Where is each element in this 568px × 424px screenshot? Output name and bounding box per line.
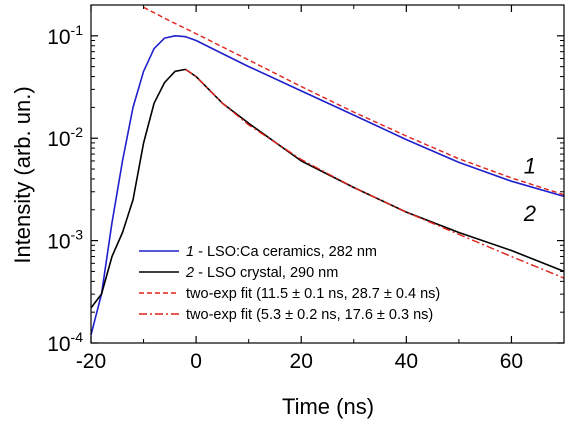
curve-label: 1	[524, 154, 536, 179]
legend-label: - LSO crystal, 290 nm	[194, 265, 338, 281]
x-tick-label: 20	[290, 350, 313, 373]
x-tick-label: 60	[500, 350, 523, 373]
y-tick-exponent: -2	[71, 124, 84, 140]
y-tick-base: 10	[47, 333, 70, 356]
y-axis-title: Intensity (arb. un.)	[10, 86, 35, 263]
legend: 1 - LSO:Ca ceramics, 282 nm2 - LSO cryst…	[139, 244, 440, 323]
legend-entry: 2 - LSO crystal, 290 nm	[185, 265, 338, 281]
x-axis-title: Time (ns)	[282, 394, 374, 419]
legend-curve-number: 1	[186, 244, 194, 260]
annotations: 12	[523, 154, 536, 226]
legend-entry: two-exp fit (5.3 ± 0.2 ns, 17.6 ± 0.3 ns…	[186, 307, 433, 323]
y-tick-label: 10-1	[47, 22, 83, 49]
curve-label: 2	[523, 201, 536, 226]
x-tick-label: 40	[395, 350, 418, 373]
legend-entry: two-exp fit (11.5 ± 0.1 ns, 28.7 ± 0.4 n…	[186, 286, 440, 302]
legend-curve-number: 2	[185, 265, 194, 281]
y-tick-exponent: -1	[71, 22, 84, 38]
y-tick-label: 10-2	[47, 124, 83, 151]
y-tick-base: 10	[47, 128, 70, 151]
x-tick-label: 0	[190, 350, 202, 373]
y-tick-base: 10	[47, 26, 70, 49]
legend-label: - LSO:Ca ceramics, 282 nm	[194, 244, 377, 260]
series-line-3	[144, 7, 564, 195]
y-tick-base: 10	[47, 231, 70, 254]
y-tick-exponent: -4	[71, 329, 84, 345]
y-tick-exponent: -3	[71, 227, 84, 243]
y-tick-label: 10-3	[47, 227, 83, 254]
x-tick-label: -20	[76, 350, 106, 373]
legend-entry: 1 - LSO:Ca ceramics, 282 nm	[186, 244, 377, 260]
